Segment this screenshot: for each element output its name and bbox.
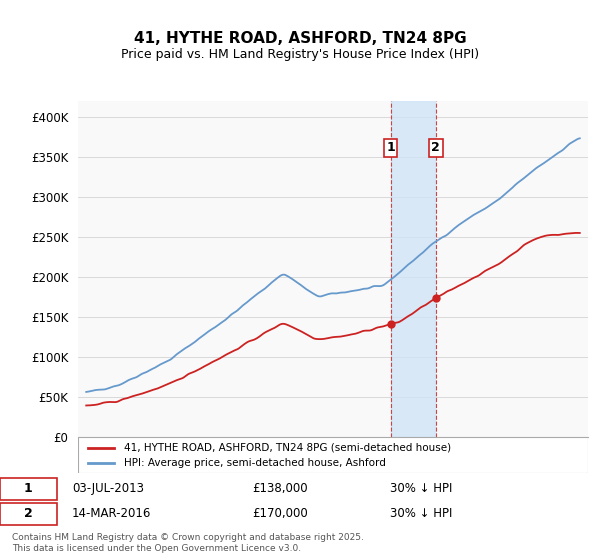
Text: £170,000: £170,000 (252, 507, 308, 520)
Text: 14-MAR-2016: 14-MAR-2016 (72, 507, 151, 520)
FancyBboxPatch shape (0, 478, 57, 500)
Text: 41, HYTHE ROAD, ASHFORD, TN24 8PG: 41, HYTHE ROAD, ASHFORD, TN24 8PG (134, 31, 466, 46)
Text: 30% ↓ HPI: 30% ↓ HPI (390, 482, 452, 495)
Text: 30% ↓ HPI: 30% ↓ HPI (390, 507, 452, 520)
Text: 2: 2 (24, 507, 32, 520)
Text: 41, HYTHE ROAD, ASHFORD, TN24 8PG (semi-detached house): 41, HYTHE ROAD, ASHFORD, TN24 8PG (semi-… (124, 443, 451, 452)
Text: 1: 1 (386, 141, 395, 155)
Text: Contains HM Land Registry data © Crown copyright and database right 2025.
This d: Contains HM Land Registry data © Crown c… (12, 533, 364, 553)
Text: HPI: Average price, semi-detached house, Ashford: HPI: Average price, semi-detached house,… (124, 458, 386, 468)
Text: 03-JUL-2013: 03-JUL-2013 (72, 482, 144, 495)
Text: 1: 1 (24, 482, 32, 495)
FancyBboxPatch shape (78, 437, 588, 473)
FancyBboxPatch shape (0, 503, 57, 525)
Text: Price paid vs. HM Land Registry's House Price Index (HPI): Price paid vs. HM Land Registry's House … (121, 48, 479, 60)
Text: 2: 2 (431, 141, 440, 155)
Text: £138,000: £138,000 (252, 482, 308, 495)
